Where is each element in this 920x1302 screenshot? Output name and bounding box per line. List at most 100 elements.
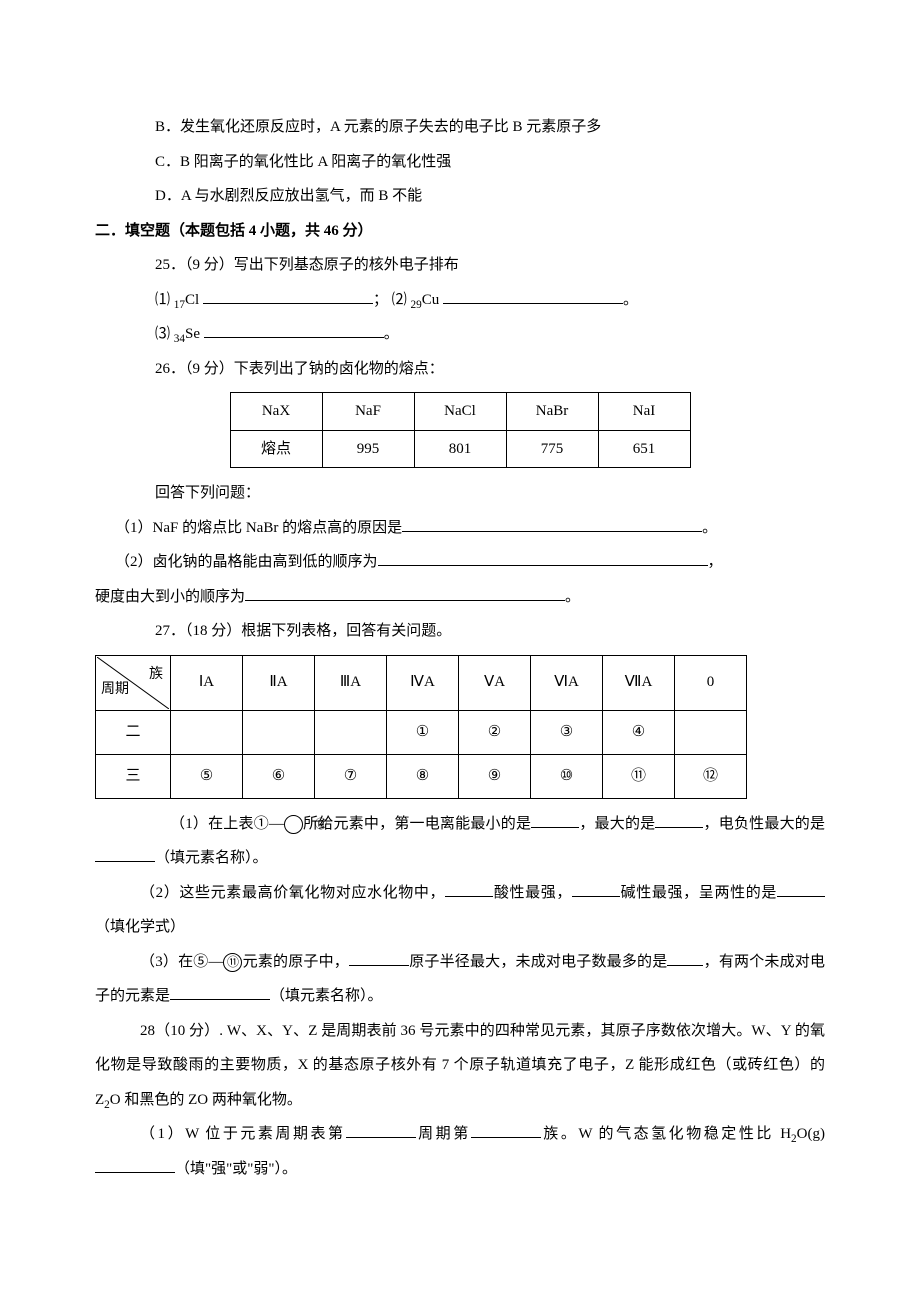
- cell: 995: [322, 430, 414, 468]
- q25-p2-el: Cu: [422, 292, 443, 308]
- cell: 熔点: [230, 430, 322, 468]
- t: 碱性最强，呈两性的是: [620, 885, 777, 901]
- q27-p2: （2）这些元素最高价氧化物对应水化物中，酸性最强，碱性最强，呈两性的是（填化学式…: [95, 876, 825, 945]
- q26-p1end: 。: [702, 520, 717, 536]
- t: 族。W 的气态氢化物稳定性比 H: [541, 1126, 791, 1142]
- cell: [243, 710, 315, 754]
- q25-p3-sub: 34: [174, 333, 185, 345]
- diag-top: 族: [149, 659, 163, 691]
- blank-en-max[interactable]: [95, 846, 155, 863]
- blank-acid[interactable]: [445, 880, 493, 897]
- blank-cl[interactable]: [203, 287, 373, 304]
- cell: ⑧: [387, 754, 459, 798]
- cell: ⅥA: [531, 655, 603, 710]
- cell: [675, 710, 747, 754]
- t: （填元素名称）。: [155, 850, 268, 866]
- q27-table: 族 周期 ⅠA ⅡA ⅢA ⅣA ⅤA ⅥA ⅦA 0 二 ① ② ③ ④ 三 …: [95, 655, 747, 799]
- table-row: 族 周期 ⅠA ⅡA ⅢA ⅣA ⅤA ⅥA ⅦA 0: [96, 655, 747, 710]
- q25-stem: 25．（9 分）写出下列基态原子的核外电子排布: [155, 248, 825, 283]
- t: （1）W 位于元素周期表第: [140, 1126, 346, 1142]
- blank-radius[interactable]: [349, 949, 409, 966]
- blank-group[interactable]: [471, 1122, 541, 1139]
- cell: ⅠA: [171, 655, 243, 710]
- cell: ⑦: [315, 754, 387, 798]
- blank-ie-min[interactable]: [531, 811, 579, 828]
- cell: NaBr: [506, 393, 598, 431]
- q26-table: NaX NaF NaCl NaBr NaI 熔点 995 801 775 651: [230, 392, 691, 468]
- cell: ②: [459, 710, 531, 754]
- t: 元素的原子中，: [242, 954, 349, 970]
- blank-naf[interactable]: [402, 515, 702, 532]
- t: （3）在⑤—: [140, 954, 223, 970]
- diag-bottom: 周期: [101, 674, 129, 706]
- t: （填元素名称）。: [270, 988, 383, 1004]
- option-c: C．B 阳离子的氧化性比 A 阳离子的氧化性强: [155, 145, 825, 180]
- circled-12-icon: ⑫: [284, 815, 303, 834]
- q26-p3a: 硬度由大到小的顺序为: [95, 589, 245, 605]
- t: 所给元素中，第一电离能最小的是: [303, 816, 531, 832]
- cell: ①: [387, 710, 459, 754]
- blank-stability[interactable]: [95, 1156, 175, 1173]
- option-b: B．发生氧化还原反应时，A 元素的原子失去的电子比 B 元素原子多: [155, 110, 825, 145]
- cell: ⑪: [603, 754, 675, 798]
- table-row: 二 ① ② ③ ④: [96, 710, 747, 754]
- blank-se[interactable]: [204, 322, 384, 339]
- cell: ⅦA: [603, 655, 675, 710]
- t: ，电负性最大的是: [703, 816, 825, 832]
- blank-two-unpaired[interactable]: [170, 984, 270, 1001]
- blank-unpaired[interactable]: [667, 949, 703, 966]
- diag-cell: 族 周期: [96, 655, 171, 710]
- q25-p1-el: Cl: [185, 292, 203, 308]
- cell: [171, 710, 243, 754]
- q25-p3-label: ⑶: [155, 326, 174, 342]
- q26-stem: 26．（9 分）下表列出了钠的卤化物的熔点：: [155, 352, 825, 387]
- t: （2）这些元素最高价氧化物对应水化物中，: [140, 885, 445, 901]
- table-row: 三 ⑤ ⑥ ⑦ ⑧ ⑨ ⑩ ⑪ ⑫: [96, 754, 747, 798]
- cell: ④: [603, 710, 675, 754]
- q26-p3: 硬度由大到小的顺序为。: [95, 580, 825, 615]
- cell: ⅣA: [387, 655, 459, 710]
- q26-p1: （1）NaF 的熔点比 NaBr 的熔点高的原因是。: [115, 511, 825, 546]
- q28-stem: 28（10 分）. W、X、Y、Z 是周期表前 36 号元素中的四种常见元素，其…: [95, 1014, 825, 1118]
- cell: 0: [675, 655, 747, 710]
- q27-p1: （1）在上表①—⑫所给元素中，第一电离能最小的是 ，最大的是 ，电负性最大的是 （填元…: [95, 807, 825, 876]
- q25-p2-end: 。: [623, 292, 638, 308]
- blank-cu[interactable]: [443, 287, 623, 304]
- q25-p1-label: ⑴: [155, 292, 174, 308]
- blank-hardness[interactable]: [245, 584, 565, 601]
- q26-after: 回答下列问题：: [155, 476, 825, 511]
- cell: 775: [506, 430, 598, 468]
- q25-p3-end: 。: [384, 326, 399, 342]
- cell: NaF: [322, 393, 414, 431]
- t: （1）在上表①—: [170, 816, 284, 832]
- cell: 801: [414, 430, 506, 468]
- cell: NaX: [230, 393, 322, 431]
- blank-lattice[interactable]: [378, 550, 708, 567]
- t: O 和黑色的 ZO 两种氧化物。: [110, 1092, 302, 1108]
- blank-period[interactable]: [346, 1122, 416, 1139]
- cell: ③: [531, 710, 603, 754]
- cell: ⅤA: [459, 655, 531, 710]
- table-row: 熔点 995 801 775 651: [230, 430, 690, 468]
- cell: ⑩: [531, 754, 603, 798]
- cell: ⑨: [459, 754, 531, 798]
- q25-p2-label: ； ⑵: [373, 292, 411, 308]
- q26-p2a: （2）卤化钠的晶格能由高到低的顺序为: [115, 554, 378, 570]
- q25-p3-el: Se: [185, 326, 204, 342]
- blank-base[interactable]: [572, 880, 620, 897]
- t: 周期第: [416, 1126, 471, 1142]
- cell: ⅢA: [315, 655, 387, 710]
- circled-11-icon: ⑪: [223, 953, 242, 972]
- blank-ampho[interactable]: [777, 880, 825, 897]
- blank-ie-max[interactable]: [655, 811, 703, 828]
- q28-p1: （1）W 位于元素周期表第周期第族。W 的气态氢化物稳定性比 H2O(g) （填…: [95, 1117, 825, 1186]
- t: ，最大的是: [579, 816, 655, 832]
- q25-p2-sub: 29: [410, 299, 421, 311]
- cell: 651: [598, 430, 690, 468]
- t: O(g): [797, 1126, 825, 1142]
- q27-p3: （3）在⑤—⑪元素的原子中，原子半径最大，未成对电子数最多的是，有两个未成对电子…: [95, 945, 825, 1014]
- q26-p2end: ，: [708, 554, 723, 570]
- cell: ⅡA: [243, 655, 315, 710]
- cell: ⑥: [243, 754, 315, 798]
- q26-p2: （2）卤化钠的晶格能由高到低的顺序为 ，: [115, 545, 825, 580]
